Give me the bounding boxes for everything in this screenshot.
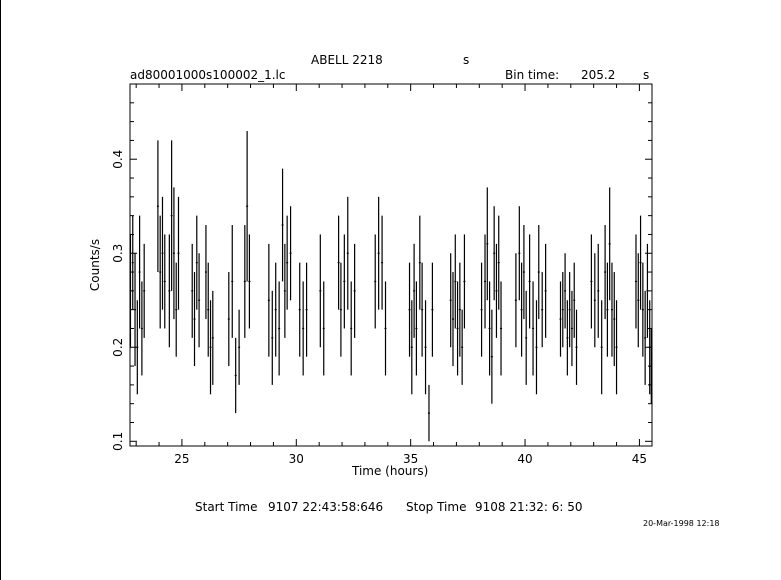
y-tick-label: 0.4 <box>111 150 125 169</box>
x-tick-label: 30 <box>289 452 304 466</box>
x-tick-label: 40 <box>517 452 532 466</box>
chart-title: ABELL 2218 <box>311 53 383 67</box>
bin-time-label: Bin time: <box>505 68 560 82</box>
axis-ticks: 25 30 35 40 45 0.1 0.2 0.3 0.4 <box>111 84 652 466</box>
data-points <box>129 131 653 442</box>
bin-time-unit: s <box>643 68 650 82</box>
x-tick-label: 35 <box>403 452 418 466</box>
file-name: ad80001000s100002_1.lc <box>130 68 286 82</box>
chart-title-unit: s <box>463 53 470 67</box>
x-axis-label: Time (hours) <box>352 464 429 478</box>
date-stamp: 20-Mar-1998 12:18 <box>643 519 720 528</box>
window-left-edge <box>0 0 1 580</box>
y-tick-label: 0.2 <box>111 338 125 357</box>
stop-time-label: Stop Time <box>406 500 467 514</box>
y-tick-label: 0.1 <box>111 432 125 451</box>
bin-time-value: 205.2 <box>581 68 616 82</box>
x-tick-label: 25 <box>174 452 189 466</box>
y-axis-label: Counts/s <box>88 238 103 292</box>
start-time-label: Start Time <box>195 500 258 514</box>
y-tick-label: 0.3 <box>111 244 125 263</box>
stop-time-value: 9108 21:32: 6: 50 <box>475 500 583 514</box>
start-time-value: 9107 22:43:58:646 <box>268 500 384 514</box>
x-tick-label: 45 <box>632 452 647 466</box>
